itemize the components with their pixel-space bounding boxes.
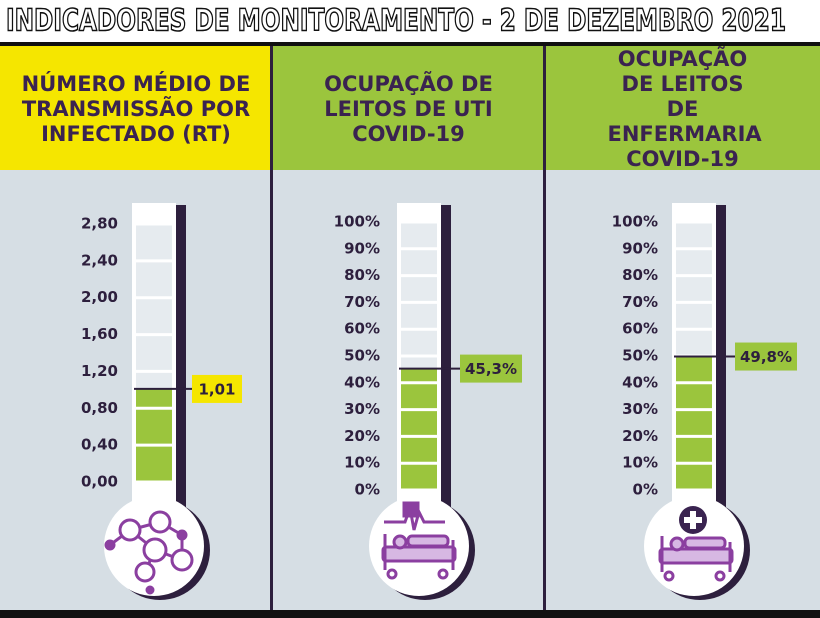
y-tick-label: 80%: [344, 266, 380, 284]
y-tick-label: 40%: [344, 373, 380, 391]
header-bg: [272, 46, 545, 170]
y-tick-label: 50%: [622, 347, 658, 365]
y-tick-label: 10%: [344, 454, 380, 472]
y-tick-label: 70%: [344, 293, 380, 311]
value-bar: [136, 388, 172, 482]
y-tick-label: 20%: [622, 427, 658, 445]
y-tick-label: 40%: [622, 373, 658, 391]
y-tick-label: 1,20: [81, 362, 118, 380]
network-icon: [104, 510, 194, 595]
y-tick-label: 2,00: [81, 288, 118, 306]
panel-title: OCUPAÇÃO DE LEITOS DE ENFERMARIA COVID-1…: [607, 46, 762, 171]
header-bg: [545, 46, 820, 170]
page-title: INDICADORES DE MONITORAMENTO - 2 DE DEZE…: [6, 4, 786, 39]
y-tick-label: 20%: [344, 427, 380, 445]
y-tick-label: 30%: [344, 400, 380, 418]
bottom-rule: [0, 610, 820, 618]
value-box: [460, 354, 522, 383]
y-tick-label: 0%: [633, 481, 658, 499]
value-box: [192, 374, 242, 403]
y-tick-label: 2,40: [81, 251, 118, 269]
y-tick-label: 100%: [334, 213, 380, 231]
y-tick-label: 90%: [344, 239, 380, 257]
y-tick-label: 80%: [622, 266, 658, 284]
value-box: [735, 342, 797, 371]
y-tick-label: 90%: [622, 239, 658, 257]
panel-title-box: OCUPAÇÃO DE LEITOS DE UTI COVID-19: [272, 48, 545, 170]
y-tick-label: 60%: [344, 320, 380, 338]
y-tick-label: 0,80: [81, 399, 118, 417]
y-tick-label: 70%: [622, 293, 658, 311]
y-tick-label: 1,60: [81, 325, 118, 343]
value-label: 45,3%: [465, 360, 517, 378]
y-tick-label: 100%: [612, 213, 658, 231]
y-tick-label: 60%: [622, 320, 658, 338]
value-label: 49,8%: [740, 348, 792, 366]
y-tick-label: 10%: [622, 454, 658, 472]
value-bar: [676, 356, 712, 490]
y-tick-label: 2,80: [81, 215, 118, 233]
panel-title: NÚMERO MÉDIO DE TRANSMISSÃO POR INFECTAD…: [21, 71, 251, 146]
y-tick-label: 0%: [355, 481, 380, 499]
bed-icon: [381, 501, 457, 580]
panel-title-box: OCUPAÇÃO DE LEITOS DE ENFERMARIA COVID-1…: [545, 46, 820, 171]
header-bg: [0, 46, 272, 170]
value-bar: [401, 368, 437, 490]
y-tick-label: 30%: [622, 400, 658, 418]
divider: [543, 46, 546, 612]
y-tick-label: 0,00: [81, 473, 118, 491]
title-rule: [0, 42, 820, 46]
divider: [270, 46, 273, 612]
value-label: 1,01: [198, 380, 235, 398]
ward-bed-icon: [658, 506, 734, 582]
y-tick-label: 0,40: [81, 436, 118, 454]
title-bar: [0, 0, 820, 46]
panel-title-box: NÚMERO MÉDIO DE TRANSMISSÃO POR INFECTAD…: [0, 48, 272, 170]
panel-title: OCUPAÇÃO DE LEITOS DE UTI COVID-19: [324, 71, 493, 146]
y-tick-label: 50%: [344, 347, 380, 365]
